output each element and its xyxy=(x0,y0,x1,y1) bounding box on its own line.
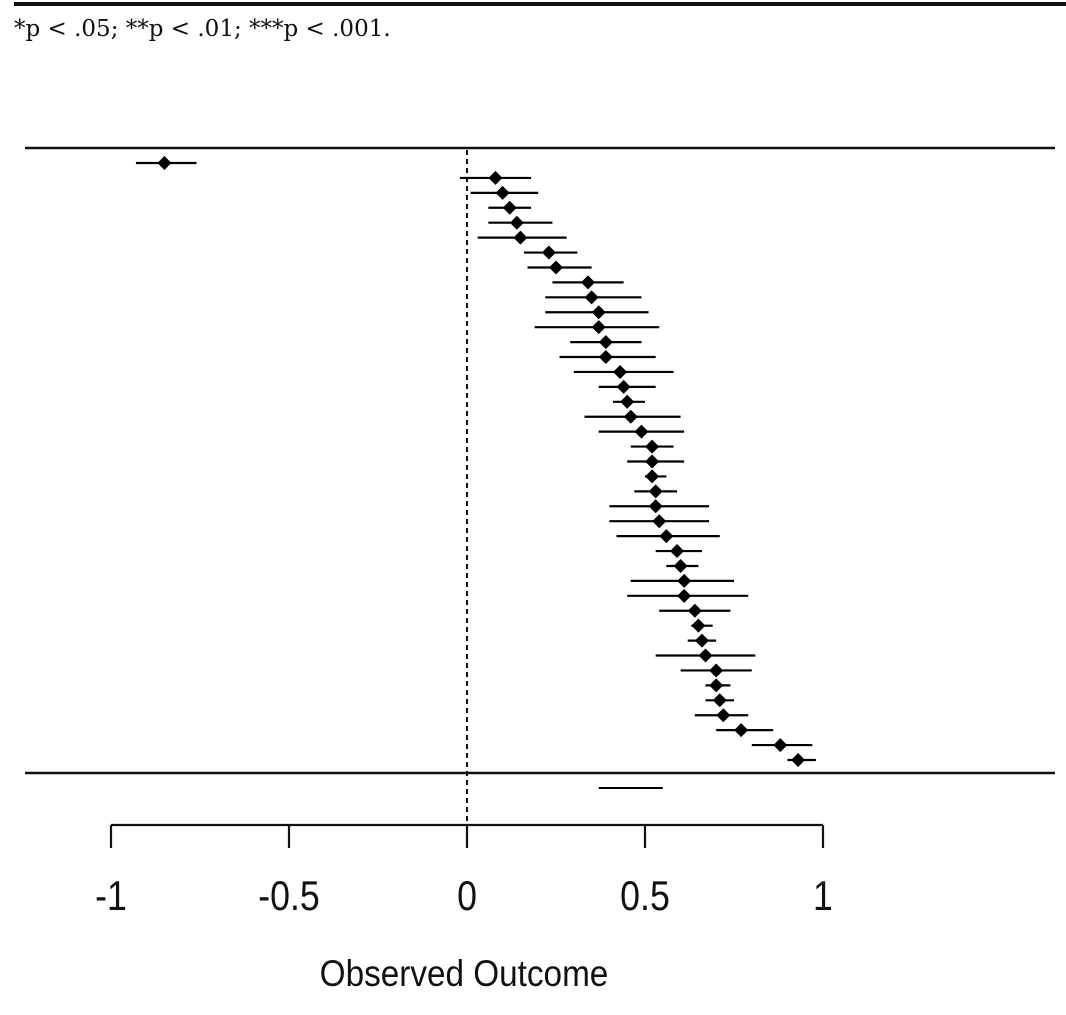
point-estimate xyxy=(716,708,731,723)
point-estimate xyxy=(659,529,674,544)
study-row xyxy=(627,454,685,469)
point-estimate xyxy=(634,424,649,439)
point-estimate xyxy=(157,156,172,170)
point-estimate xyxy=(616,379,631,394)
study-row xyxy=(545,290,642,305)
study-row xyxy=(545,305,649,320)
study-row xyxy=(552,275,624,290)
point-estimate xyxy=(584,290,599,305)
study-row xyxy=(659,603,731,618)
point-estimate xyxy=(645,454,660,469)
point-estimate xyxy=(598,335,613,350)
study-row xyxy=(705,693,734,708)
top-rule xyxy=(14,2,1066,6)
study-row xyxy=(655,648,756,663)
study-row xyxy=(787,753,816,767)
study-row xyxy=(691,618,713,633)
x-tick-label: 0 xyxy=(457,873,477,919)
study-row xyxy=(523,245,578,260)
point-estimate xyxy=(694,633,709,648)
point-estimate xyxy=(645,469,660,484)
study-row xyxy=(598,379,656,394)
point-estimate xyxy=(698,648,713,663)
point-estimate xyxy=(591,320,606,335)
study-row xyxy=(655,544,702,559)
study-row xyxy=(135,156,197,170)
point-estimate xyxy=(673,558,688,573)
point-estimate xyxy=(652,514,667,529)
point-estimate xyxy=(648,484,663,499)
point-estimate xyxy=(734,723,749,738)
study-row xyxy=(459,170,532,185)
study-row xyxy=(694,708,749,723)
point-estimate xyxy=(488,170,503,185)
study-row xyxy=(527,260,592,275)
point-estimate xyxy=(581,275,596,290)
point-estimate xyxy=(513,230,528,245)
point-estimate xyxy=(549,260,563,275)
point-estimate xyxy=(709,663,724,678)
study-row xyxy=(573,364,674,379)
point-estimate xyxy=(677,573,692,588)
study-row xyxy=(630,573,734,588)
x-tick-label: 0.5 xyxy=(620,873,670,919)
study-row xyxy=(609,514,710,529)
study-row xyxy=(666,558,699,573)
study-row xyxy=(570,335,642,350)
study-row xyxy=(612,394,645,409)
point-estimate xyxy=(495,185,510,200)
study-row xyxy=(680,663,752,678)
point-estimate xyxy=(712,693,727,708)
point-estimate xyxy=(677,588,692,603)
point-estimate xyxy=(598,350,613,365)
point-estimate xyxy=(773,738,788,753)
study-row xyxy=(705,678,731,693)
study-row xyxy=(559,350,656,365)
x-tick-label: 1 xyxy=(813,873,833,919)
significance-footnote: *p < .05; **p < .01; ***p < .001. xyxy=(14,16,391,42)
point-estimate xyxy=(709,678,724,693)
point-estimate xyxy=(645,439,660,454)
study-row xyxy=(687,633,717,648)
study-row xyxy=(634,484,678,499)
study-row xyxy=(716,723,774,738)
study-row xyxy=(751,738,813,753)
point-estimate xyxy=(691,618,706,633)
x-tick-label: -1 xyxy=(95,873,127,919)
point-estimate xyxy=(509,215,524,230)
point-estimate xyxy=(541,245,556,260)
point-estimate xyxy=(791,753,806,767)
point-estimate xyxy=(687,603,702,618)
study-row xyxy=(609,499,710,514)
point-estimate xyxy=(620,394,635,409)
study-row xyxy=(470,185,539,200)
point-estimate xyxy=(502,200,517,215)
x-axis-title: Observed Outcome xyxy=(320,953,609,994)
x-tick-label: -0.5 xyxy=(258,873,320,919)
study-row xyxy=(630,439,674,454)
study-row xyxy=(616,529,720,544)
study-row xyxy=(598,424,685,439)
point-estimate xyxy=(670,544,685,559)
point-estimate xyxy=(591,305,606,320)
point-estimate xyxy=(613,364,628,379)
study-row xyxy=(645,469,667,484)
study-row xyxy=(627,588,749,603)
point-estimate xyxy=(623,409,638,424)
study-row xyxy=(534,320,660,335)
point-estimate xyxy=(648,499,663,514)
study-row xyxy=(488,200,532,215)
study-row xyxy=(584,409,681,424)
study-row xyxy=(488,215,553,230)
study-row xyxy=(477,230,567,245)
